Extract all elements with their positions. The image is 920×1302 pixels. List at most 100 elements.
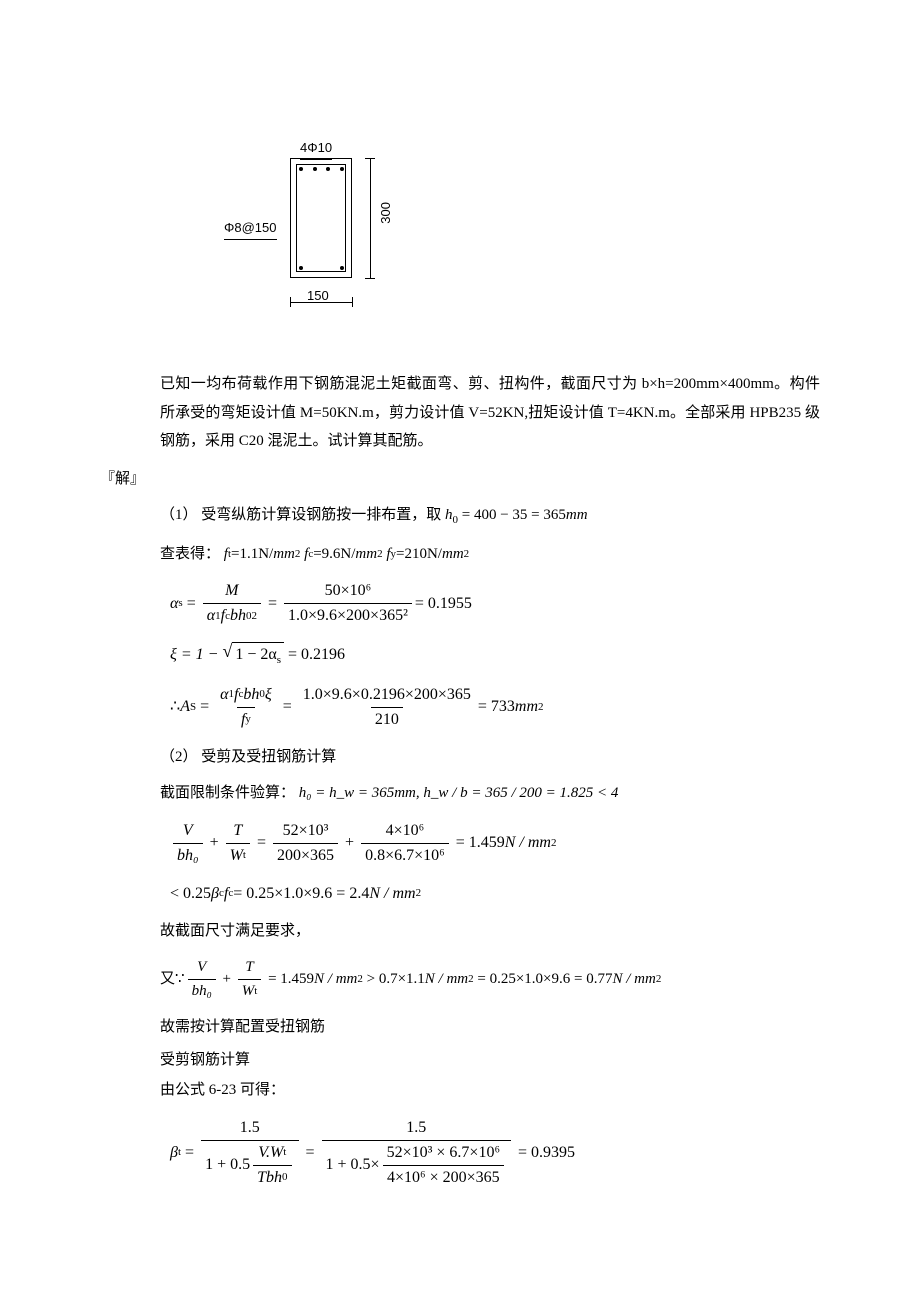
v-dim-text: 300	[376, 202, 396, 224]
As-f2-num: 1.0×9.6×0.2196×200×365	[299, 683, 475, 707]
bt-frac2: 1.5 1 + 0.5× 52×10³ × 6.7×10⁶ 4×10⁶ × 20…	[322, 1116, 512, 1190]
As-eq: ∴ AS = α1 fc bh0 ξ fy = 1.0×9.6×0.2196×2…	[170, 683, 820, 732]
step-2-title: （2） 受剪及受扭钢筋计算	[160, 746, 820, 769]
d: W	[242, 980, 255, 1003]
xi-eq: ξ = 1 − √ 1 − 2αs = 0.2196	[170, 642, 820, 669]
As-sup: 2	[538, 699, 544, 716]
stirrup-label: Φ8@150	[224, 218, 277, 240]
combo-t1: V bh₀	[173, 819, 203, 868]
n: 52×10³ × 6.7×10⁶	[383, 1141, 504, 1165]
f1n: 52×10³	[279, 819, 333, 843]
ft-sup: 2	[295, 546, 301, 563]
As-frac2: 1.0×9.6×0.2196×200×365 210	[299, 683, 475, 732]
rebar-dot	[299, 167, 303, 171]
combo-sup: 2	[551, 835, 557, 852]
bt-result: = 0.9395	[518, 1141, 575, 1165]
as-lhs: α	[170, 592, 178, 616]
bt-lhs: β	[170, 1141, 178, 1165]
xi-result: = 0.2196	[288, 643, 345, 667]
d: Wt	[238, 979, 262, 1003]
fc-unit: mm	[355, 543, 377, 566]
again-s2: 2	[468, 971, 474, 988]
bt-f1-num: 1.5	[236, 1116, 264, 1140]
again-t1: V bh₀	[188, 956, 216, 1002]
lim-eq: = 0.25×1.0×9.6 = 2.4	[233, 882, 369, 906]
t1n: V	[179, 819, 197, 843]
d: W	[230, 844, 243, 868]
As-f1-num: α1 fc bh0 ξ	[216, 683, 276, 707]
bt-inner2: 52×10³ × 6.7×10⁶ 4×10⁶ × 200×365	[383, 1141, 504, 1190]
h0-sym: h	[445, 507, 453, 523]
As-lhs: A	[180, 695, 190, 719]
ft-eq: =1.1N/	[231, 543, 273, 566]
bt-frac1: 1.5 1 + 0.5 V.Wt Tbh0	[201, 1116, 298, 1190]
bt-f2-den: 1 + 0.5× 52×10³ × 6.7×10⁶ 4×10⁶ × 200×36…	[322, 1140, 512, 1190]
again-prefix: 又	[160, 968, 175, 991]
As-unit: mm	[515, 695, 538, 719]
again-u2: N / mm	[425, 968, 468, 991]
d: t	[283, 1144, 286, 1161]
section-diagram: 4Φ10 Φ8@150 300 150	[200, 150, 420, 330]
lim-beta: β	[211, 882, 219, 906]
combo-eq: V bh₀ + T Wt = 52×10³ 200×365 + 4×10⁶ 0.…	[170, 819, 820, 906]
ok-text: 故截面尺寸满足要求，	[160, 920, 820, 943]
again-t2: T Wt	[238, 956, 262, 1002]
rebar-dot	[313, 167, 317, 171]
combo-f2: 4×10⁶ 0.8×6.7×10⁶	[361, 819, 449, 868]
by-formula-text: 由公式 6-23 可得：	[160, 1079, 820, 1102]
d: ξ	[265, 683, 272, 707]
d: t	[254, 983, 257, 1000]
rebar-dot	[340, 266, 344, 270]
As-result: = 733	[478, 695, 515, 719]
rebar-dot	[326, 167, 330, 171]
h-dim-tick	[352, 297, 353, 307]
top-bars-label: 4Φ10	[300, 138, 332, 160]
t1d: bh₀	[173, 843, 203, 868]
as-f2-den: 1.0×9.6×200×365²	[284, 603, 412, 628]
d: V.W	[258, 1141, 283, 1165]
again-tail: = 0.25×1.0×9.6 = 0.77	[477, 968, 612, 991]
d: Tbh	[257, 1166, 282, 1190]
check-prefix: 截面限制条件验算：	[160, 782, 295, 805]
d: bh	[230, 604, 246, 628]
again-line: 又 ∵ V bh₀ + T Wt = 1.459 N / mm2 > 0.7×1…	[160, 956, 820, 1002]
fy-unit: mm	[442, 543, 464, 566]
combo-unit: N / mm	[505, 831, 551, 855]
alpha-s-eq: αs = M α1 fc bh02 = 50×10⁶ 1.0×9.6×200×3…	[170, 579, 820, 732]
d: 1 + 0.5	[205, 1153, 250, 1177]
lim-sup: 2	[416, 885, 422, 902]
again-u3: N / mm	[612, 968, 655, 991]
again-mid: = 1.459	[268, 968, 314, 991]
fy-eq: =210N/	[396, 543, 442, 566]
as-result: = 0.1955	[415, 592, 472, 616]
lookup-line: 查表得： ft =1.1N/mm2 fc =9.6N/mm2 fy =210N/…	[160, 543, 820, 566]
d: 0	[282, 1169, 288, 1186]
h0-unit: mm	[566, 507, 588, 523]
As-f1-den: fy	[237, 707, 255, 732]
again-s1: 2	[357, 971, 363, 988]
fy-sup: 2	[464, 546, 470, 563]
t2n: T	[229, 819, 246, 843]
h-dim-text: 150	[307, 286, 329, 306]
rebar-dot	[299, 266, 303, 270]
f1d: 200×365	[273, 843, 338, 868]
as-frac1: M α1 fc bh02	[203, 579, 261, 628]
xi-lhs: ξ = 1 −	[170, 643, 218, 667]
d: Tbh0	[253, 1165, 291, 1190]
n: V	[193, 956, 210, 979]
rebar-dot	[340, 167, 344, 171]
step-1-title: （1） 受弯纵筋计算设钢筋按一排布置，取 h0 = 400 − 35 = 365…	[160, 504, 820, 529]
need-text: 故需按计算配置受扭钢筋	[160, 1016, 820, 1039]
d: bh	[243, 683, 259, 707]
as-f2-num: 50×10⁶	[321, 579, 376, 603]
fc-eq: =9.6N/	[313, 543, 355, 566]
sqrt-arg: 1 − 2α	[235, 646, 276, 663]
solution-label: 『解』	[100, 468, 820, 491]
bt-f1-den: 1 + 0.5 V.Wt Tbh0	[201, 1140, 298, 1190]
ft-unit: mm	[273, 543, 295, 566]
d: 4×10⁶ × 200×365	[383, 1165, 504, 1190]
as-f1-num: M	[221, 579, 242, 603]
combo-t2: T Wt	[226, 819, 250, 868]
h0-sub: 0	[453, 514, 459, 526]
bt-f2-num: 1.5	[402, 1116, 430, 1140]
